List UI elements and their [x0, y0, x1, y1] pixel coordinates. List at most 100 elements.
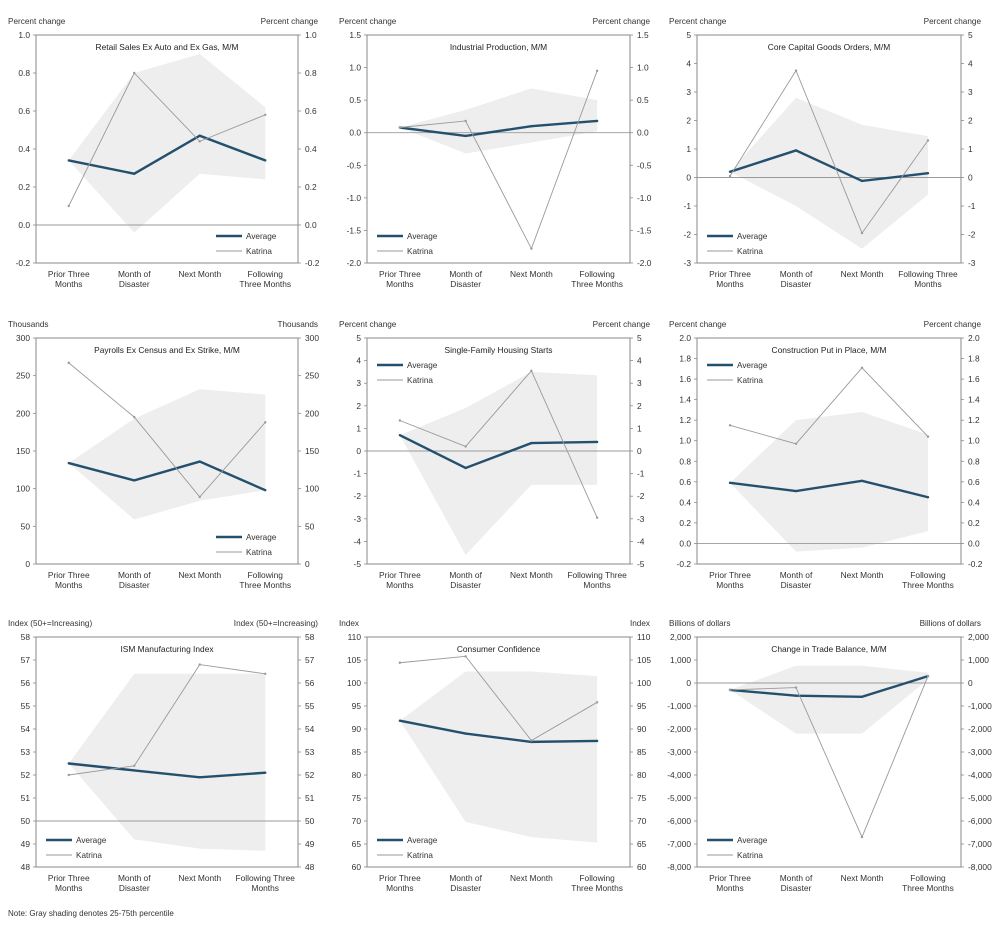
- y-tick-label-right: 90: [637, 724, 647, 734]
- x-tick-label-line: Next Month: [841, 873, 884, 883]
- series-line-katrina: [399, 655, 598, 742]
- y-tick-label-left: 65: [352, 839, 362, 849]
- data-point-katrina: [398, 661, 402, 664]
- data-point-katrina: [264, 672, 267, 675]
- y-tick-label-left: -6,000: [667, 816, 691, 826]
- data-point-average: [198, 134, 201, 137]
- x-tick-label-line: Following: [248, 269, 284, 279]
- x-tick-label-line: Prior Three: [709, 269, 751, 279]
- y-tick-label-left: -3: [684, 258, 692, 268]
- x-tick-label-line: Month of: [118, 570, 151, 580]
- data-point-average: [133, 479, 136, 482]
- x-tick-label: Following Three Months: [236, 873, 296, 893]
- y-tick-label-left: 1,000: [670, 655, 691, 665]
- y-tick-label-left: 52: [21, 770, 31, 780]
- x-tick-label-line: Disaster: [781, 883, 812, 893]
- y-tick-label-right: -0.2: [968, 559, 983, 569]
- y-tick-label-right: 200: [305, 408, 319, 418]
- x-tick-label-line: Months: [716, 580, 743, 590]
- x-tick-label: Next Month: [178, 873, 221, 883]
- y-tick-label-right: 58: [305, 632, 315, 642]
- x-tick-label-line: Months: [386, 279, 413, 289]
- data-point-katrina: [595, 701, 599, 704]
- x-tick-label-line: Disaster: [119, 580, 150, 590]
- y-tick-label-right: 0: [968, 678, 973, 688]
- data-point-average: [595, 739, 599, 743]
- legend-label-average: Average: [737, 232, 768, 241]
- y-tick-label-right: -1,000: [968, 701, 992, 711]
- data-point-average: [728, 481, 732, 485]
- data-point-average: [464, 466, 467, 470]
- series-line-average: [68, 134, 266, 175]
- x-tick-label-line: Disaster: [450, 279, 481, 289]
- y-tick-label-left: -7,000: [667, 839, 691, 849]
- data-point-katrina: [926, 674, 930, 678]
- data-point-katrina: [67, 361, 70, 365]
- x-tick-label-line: Next Month: [841, 570, 884, 580]
- x-tick-label: Prior Three Months: [379, 873, 421, 893]
- y-axis-label-right: Thousands: [277, 320, 318, 329]
- legend-label-average: Average: [407, 361, 438, 370]
- data-point-average: [530, 441, 533, 445]
- data-point-average: [530, 125, 533, 128]
- y-tick-label-left: 105: [347, 655, 361, 665]
- data-point-average: [728, 170, 732, 173]
- percentile-band: [730, 665, 928, 734]
- y-tick-label-left: 0.8: [18, 68, 30, 78]
- x-tick-label-line: Following: [579, 873, 615, 883]
- y-tick-label-right: 1.0: [968, 436, 980, 446]
- x-tick-label-line: Prior Three: [48, 873, 90, 883]
- y-tick-label-left: 0.0: [18, 220, 30, 230]
- y-tick-label-left: 0.2: [18, 182, 30, 192]
- series-line-average: [729, 479, 929, 499]
- series-line-average: [399, 719, 598, 744]
- y-tick-label-left: -5,000: [667, 793, 691, 803]
- data-point-katrina: [728, 424, 732, 427]
- percentile-band: [399, 88, 598, 154]
- x-tick-label-line: Months: [716, 883, 743, 893]
- chart-title: Retail Sales Ex Auto and Ex Gas, M/M: [96, 42, 239, 52]
- x-tick-label-line: Following: [579, 269, 615, 279]
- x-tick-label: Prior Three Months: [709, 873, 751, 893]
- x-tick-label: Month of Disaster: [118, 570, 151, 590]
- data-point-katrina: [530, 739, 533, 742]
- chart-title: Consumer Confidence: [457, 644, 541, 654]
- y-tick-label-right: 100: [305, 484, 319, 494]
- y-tick-label-right: 0.0: [968, 538, 980, 548]
- x-tick-label: Prior Three Months: [379, 269, 421, 289]
- series-line-katrina: [68, 72, 266, 207]
- chart-panel-1: -0.2 -0.2 0.0 0.0 0.2 0.2 0.4 0.4 0.6 0.6 0.8 0.8 1.…: [8, 17, 320, 289]
- data-point-katrina: [398, 419, 402, 422]
- legend-label-katrina: Katrina: [407, 376, 433, 385]
- y-tick-label-right: 3: [637, 378, 642, 388]
- data-point-katrina: [728, 174, 732, 178]
- data-point-katrina: [794, 442, 798, 446]
- percentile-band: [730, 411, 928, 552]
- data-point-katrina: [860, 231, 864, 235]
- y-tick-label-left: 3: [686, 87, 691, 97]
- x-tick-label: Next Month: [841, 873, 884, 883]
- y-axis-label-right: Percent change: [924, 320, 982, 329]
- x-tick-label-line: Next Month: [178, 269, 221, 279]
- x-tick-label-line: Following: [248, 570, 284, 580]
- y-axis-label-right: Percent change: [924, 17, 982, 26]
- percentile-band: [730, 97, 928, 249]
- y-axis-label-right: Percent change: [593, 320, 651, 329]
- y-tick-label-right: 110: [637, 632, 651, 642]
- x-tick-label-line: Next Month: [178, 570, 221, 580]
- y-tick-label-left: 0.8: [679, 456, 691, 466]
- data-point-katrina: [464, 445, 467, 448]
- percentile-band: [68, 673, 266, 851]
- y-tick-label-left: 0.4: [679, 497, 691, 507]
- x-tick-label: Next Month: [510, 269, 553, 279]
- y-tick-label-left: -5: [354, 559, 362, 569]
- x-tick-label: Prior Three Months: [48, 269, 90, 289]
- data-point-katrina: [198, 663, 201, 666]
- data-point-katrina: [530, 369, 533, 372]
- plot-frame: [366, 34, 631, 264]
- y-tick-label-left: 0.6: [18, 106, 30, 116]
- data-point-katrina: [67, 773, 70, 777]
- y-tick-label-left: -4: [354, 536, 362, 546]
- data-point-average: [133, 172, 136, 175]
- y-tick-label-right: -4,000: [968, 770, 992, 780]
